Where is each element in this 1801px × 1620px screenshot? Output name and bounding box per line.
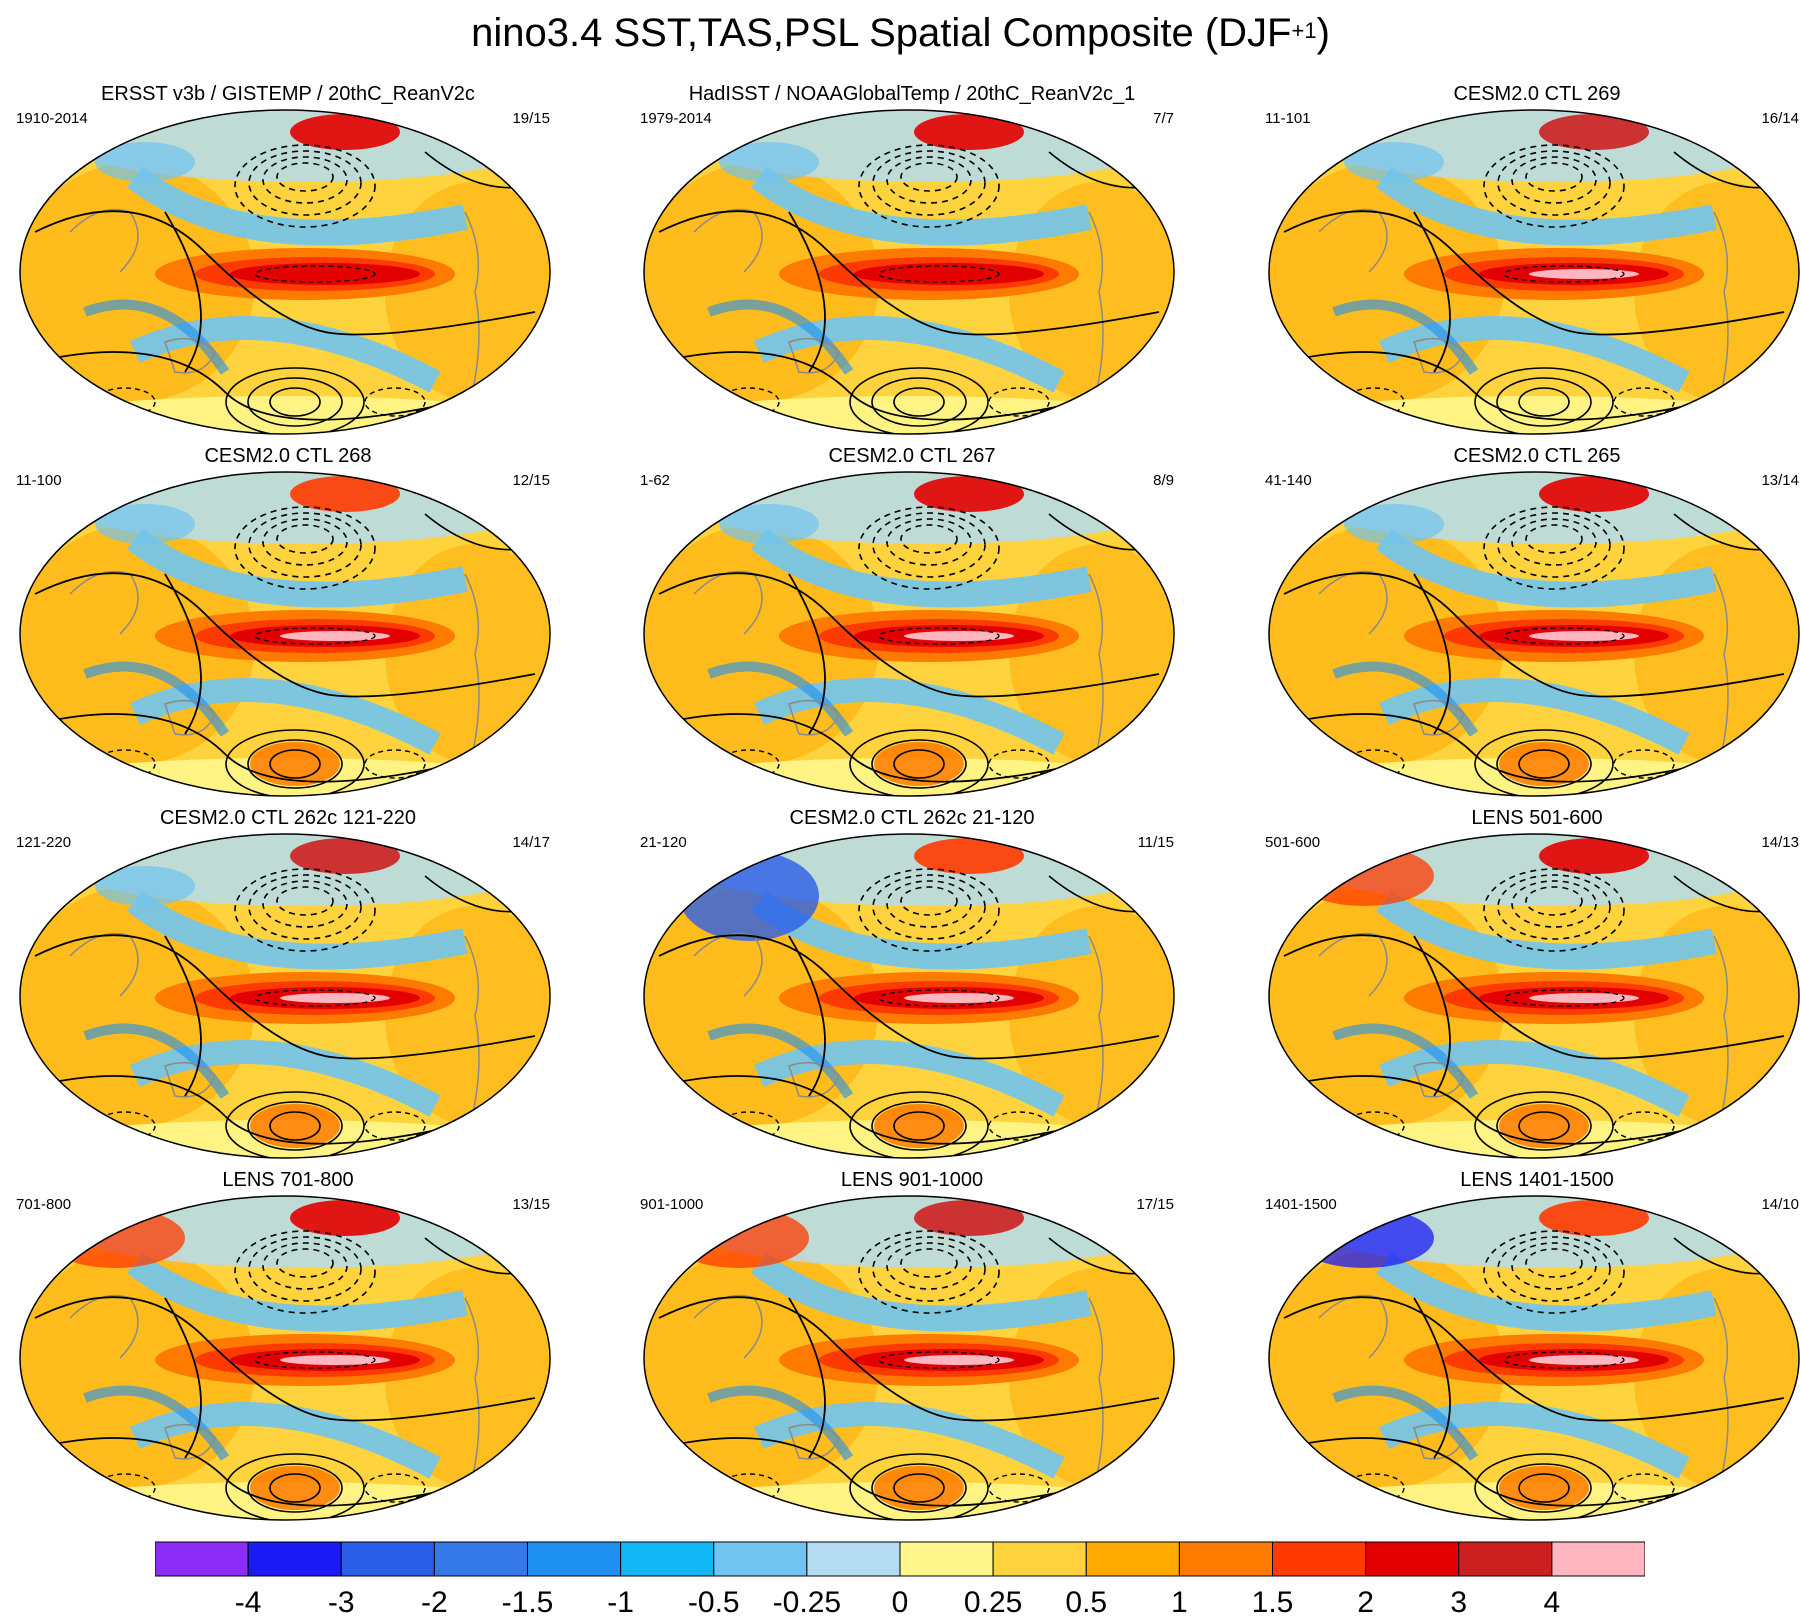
map-panel: CESM2.0 CTL 267 1-62 8/9 [632,444,1192,814]
colorbar-label: -2 [421,1586,448,1619]
colorbar-label: 0.5 [1065,1586,1108,1619]
colorbar-swatch [155,1541,249,1577]
panel-count: 17/15 [1136,1196,1174,1213]
figure-title: nino3.4 SST,TAS,PSL Spatial Composite (D… [471,11,1330,55]
colorbar-label: 4 [1543,1586,1561,1619]
colorbar-swatch [1178,1541,1273,1577]
map-panel: HadISST / NOAAGlobalTemp / 20thC_ReanV2c… [632,82,1192,452]
colorbar-label: -0.5 [687,1586,740,1619]
map-panel: CESM2.0 CTL 268 11-100 12/15 [8,444,568,814]
panel-count: 8/9 [1153,472,1174,489]
robinson-map [1268,109,1800,435]
panel-title: CESM2.0 CTL 262c 121-220 [159,807,417,829]
panel-years: 901-1000 [640,1196,704,1213]
robinson-map [19,109,551,435]
panel-years: 11-100 [16,472,62,489]
panel-years: 1401-1500 [1265,1196,1337,1213]
map-panel: CESM2.0 CTL 265 41-140 13/14 [1257,444,1801,814]
colorbar-swatch [713,1541,808,1577]
panel-years: 121-220 [16,834,72,851]
map-panel: CESM2.0 CTL 262c 121-220 121-220 14/17 [8,806,568,1176]
panel-count: 14/17 [512,834,550,851]
panel-count: 14/10 [1761,1196,1799,1213]
map-panel: LENS 901-1000 901-1000 17/15 [632,1168,1192,1538]
robinson-map [643,1195,1175,1521]
colorbar-swatch [1365,1541,1460,1577]
panel-title: ERSST v3b / GISTEMP / 20thC_ReanV2c [101,83,475,105]
panel-title: HadISST / NOAAGlobalTemp / 20thC_ReanV2c… [688,83,1136,105]
robinson-map [19,833,551,1159]
robinson-map [643,833,1175,1159]
panel-count: 12/15 [512,472,550,489]
colorbar-swatch [340,1541,435,1577]
colorbar-swatch [620,1541,715,1577]
robinson-map [643,471,1175,797]
panel-title: CESM2.0 CTL 268 [204,445,372,467]
panel-years: 501-600 [1265,834,1321,851]
colorbar-label: -0.25 [772,1586,842,1619]
panel-title: LENS 1401-1500 [1460,1169,1614,1191]
map-panel: LENS 501-600 501-600 14/13 [1257,806,1801,1176]
panel-title: LENS 501-600 [1471,807,1603,829]
panel-years: 701-800 [16,1196,72,1213]
panel-title: CESM2.0 CTL 265 [1453,445,1621,467]
panel-count: 11/15 [1137,834,1174,851]
panel-title: CESM2.0 CTL 269 [1453,83,1621,105]
panel-count: 16/14 [1761,110,1799,127]
map-panel: CESM2.0 CTL 262c 21-120 21-120 11/15 [632,806,1192,1176]
colorbar-swatch [1551,1541,1645,1577]
colorbar [155,1541,1645,1577]
robinson-map [1268,471,1800,797]
panel-title: CESM2.0 CTL 262c 21-120 [789,807,1035,829]
colorbar-label: -1.5 [501,1586,554,1619]
colorbar-swatch [1458,1541,1553,1577]
panel-years: 1910-2014 [16,110,88,127]
robinson-map [1268,833,1800,1159]
panel-title: LENS 901-1000 [840,1169,984,1191]
colorbar-swatch [992,1541,1087,1577]
panel-years: 1979-2014 [640,110,712,127]
colorbar-swatch [247,1541,342,1577]
robinson-map [19,471,551,797]
colorbar-swatch [899,1541,994,1577]
map-panel: CESM2.0 CTL 269 11-101 16/14 [1257,82,1801,452]
panel-years: 21-120 [640,834,687,851]
panel-count: 13/14 [1761,472,1799,489]
panel-count: 7/7 [1153,110,1174,127]
colorbar-label: -4 [234,1586,262,1619]
robinson-map [643,109,1175,435]
colorbar-swatch [1085,1541,1180,1577]
colorbar-swatch [527,1541,622,1577]
robinson-map [1268,1195,1800,1521]
robinson-map [19,1195,551,1521]
colorbar-swatch [1272,1541,1367,1577]
colorbar-label: 1 [1171,1586,1188,1619]
panel-count: 14/13 [1761,834,1799,851]
panel-years: 41-140 [1265,472,1312,489]
map-panel: ERSST v3b / GISTEMP / 20thC_ReanV2c 1910-… [8,82,568,452]
map-panel: LENS 701-800 701-800 13/15 [8,1168,568,1538]
colorbar-label: 0 [891,1586,909,1619]
colorbar-label: 3 [1450,1586,1468,1619]
panel-title: LENS 701-800 [222,1169,354,1191]
panel-years: 11-101 [1265,110,1311,127]
colorbar-swatch [806,1541,901,1577]
colorbar-label: 2 [1357,1586,1374,1619]
colorbar-label: 0.25 [963,1586,1023,1619]
panel-count: 13/15 [512,1196,550,1213]
colorbar-label: -3 [327,1586,355,1619]
map-panel: LENS 1401-1500 1401-1500 14/10 [1257,1168,1801,1538]
panel-title: CESM2.0 CTL 267 [828,445,996,467]
colorbar-swatch [433,1541,528,1577]
colorbar-label: 1.5 [1251,1586,1294,1619]
panel-count: 19/15 [512,110,550,127]
colorbar-label: -1 [607,1586,634,1619]
panel-years: 1-62 [640,472,671,489]
